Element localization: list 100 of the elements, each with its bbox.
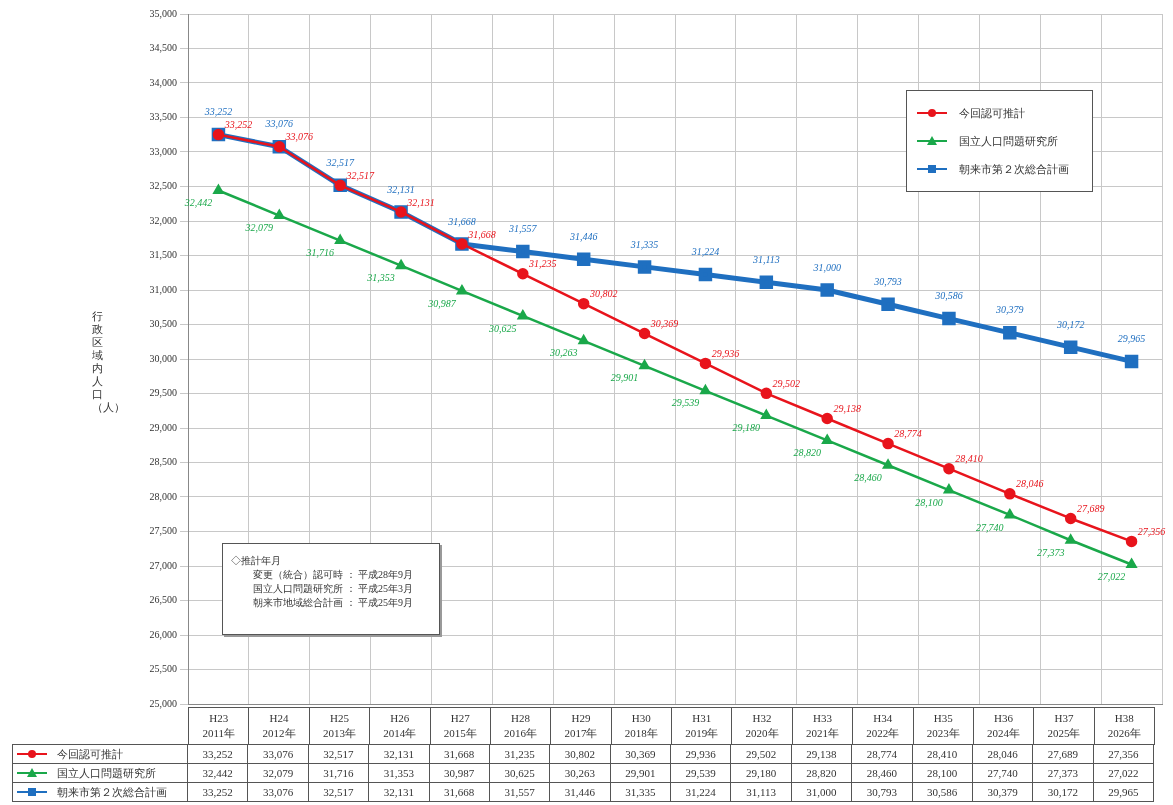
y-tick-label: 27,000 xyxy=(149,559,177,571)
data-label: 27,022 xyxy=(1092,763,1154,783)
text: 29,901 xyxy=(610,372,639,384)
data-label: 30,369 xyxy=(609,744,671,764)
data-label: 30,172 xyxy=(1032,782,1094,802)
text: 32,131 xyxy=(387,183,415,195)
x-tick-label: H32 2020年 xyxy=(731,707,793,745)
text: 27,689 xyxy=(1076,503,1105,515)
data-label: 27,689 xyxy=(1032,744,1094,764)
data-label: 29,965 xyxy=(1092,782,1154,802)
text: 30,379 xyxy=(996,304,1024,316)
legend-label: 国立人口問題研究所 xyxy=(959,133,1058,149)
data-label: 33,252 xyxy=(187,744,249,764)
y-tick-label: 31,000 xyxy=(149,283,177,295)
text: 31,557 xyxy=(509,223,537,235)
annotation: 変更（統合）認可時 ： 平成28年9月 xyxy=(252,568,414,582)
text: 33,252 xyxy=(204,106,233,118)
y-tick-label: 32,000 xyxy=(149,214,177,226)
x-tick-label: H38 2026年 xyxy=(1093,707,1155,745)
y-tick-label: 31,500 xyxy=(149,249,177,261)
text: 28,820 xyxy=(793,447,821,459)
text: 30,263 xyxy=(549,347,578,359)
data-label: 28,410 xyxy=(911,744,973,764)
text: 30,793 xyxy=(874,275,902,287)
data-label: 33,076 xyxy=(247,782,309,802)
y-tick-label: 29,000 xyxy=(149,421,177,433)
text: 33,252 xyxy=(224,119,253,131)
data-label: 30,802 xyxy=(549,744,611,764)
text: 28,774 xyxy=(894,428,922,440)
y-tick-label: 27,500 xyxy=(149,525,177,537)
text: 32,079 xyxy=(245,222,274,234)
x-tick-label: H30 2018年 xyxy=(610,707,672,745)
text: 31,668 xyxy=(468,228,496,240)
text: 32,442 xyxy=(184,197,213,209)
data-label: 31,224 xyxy=(670,782,732,802)
y-axis-title: 行政区域内人口（人） xyxy=(92,310,125,414)
data-label: 28,820 xyxy=(790,763,853,783)
text: 33,076 xyxy=(285,131,314,143)
y-tick-label: 35,000 xyxy=(149,7,177,19)
data-label: 28,046 xyxy=(971,744,1034,764)
data-label: 27,373 xyxy=(1032,763,1094,783)
text: 30,987 xyxy=(428,297,456,309)
data-label: 29,502 xyxy=(730,744,792,764)
x-tick-label: H24 2012年 xyxy=(248,707,310,745)
data-label: 31,716 xyxy=(307,763,370,783)
data-label: 32,442 xyxy=(187,763,249,783)
data-label: 28,774 xyxy=(851,744,913,764)
text: 28,100 xyxy=(915,496,943,508)
text: 28,046 xyxy=(1016,478,1044,490)
x-tick-label: H23 2011年 xyxy=(188,707,250,745)
x-tick-label: H26 2014年 xyxy=(369,707,431,745)
x-tick-label: H28 2016年 xyxy=(489,707,552,745)
data-label: 30,987 xyxy=(428,763,490,783)
data-label: 31,353 xyxy=(368,763,430,783)
data-label: 31,235 xyxy=(488,744,551,764)
text: 31,000 xyxy=(813,261,841,273)
data-label: 28,460 xyxy=(851,763,913,783)
annotation: 国立人口問題研究所 ： 平成25年3月 xyxy=(252,582,414,596)
text: 30,802 xyxy=(589,288,618,300)
text: 31,353 xyxy=(367,272,395,284)
x-tick-label: H35 2023年 xyxy=(912,707,974,745)
data-label: 29,936 xyxy=(670,744,732,764)
text: 29,936 xyxy=(711,348,740,360)
text: 31,235 xyxy=(529,258,557,270)
x-tick-label: H31 2019年 xyxy=(671,707,733,745)
x-tick-label: H37 2025年 xyxy=(1033,707,1095,745)
y-tick-label: 28,500 xyxy=(149,456,177,468)
data-label: 29,901 xyxy=(609,763,671,783)
x-tick-label: H25 2013年 xyxy=(308,707,371,745)
data-label: 33,252 xyxy=(187,782,249,802)
annotation: ◇推計年月 xyxy=(231,554,282,568)
text: 31,224 xyxy=(691,246,720,258)
text: 31,113 xyxy=(752,253,780,265)
text: 国立人口問題研究所 xyxy=(57,766,156,779)
data-label: 32,517 xyxy=(307,744,370,764)
data-label: 31,335 xyxy=(609,782,671,802)
data-label: 29,138 xyxy=(790,744,853,764)
text: 29,138 xyxy=(833,403,861,415)
text: 27,373 xyxy=(1036,546,1065,558)
x-tick-label: H33 2021年 xyxy=(791,707,854,745)
text: 31,716 xyxy=(306,247,334,259)
data-label: 30,263 xyxy=(549,763,611,783)
x-tick-label: H36 2024年 xyxy=(972,707,1035,745)
text: 27,022 xyxy=(1097,571,1126,583)
text: 33,076 xyxy=(265,118,294,130)
text: 29,965 xyxy=(1117,333,1146,345)
data-label: 30,793 xyxy=(851,782,913,802)
text: 29,502 xyxy=(772,377,801,389)
text: 28,460 xyxy=(854,471,882,483)
text: 29,180 xyxy=(732,422,761,434)
data-label: 28,100 xyxy=(911,763,973,783)
text: 30,586 xyxy=(935,290,963,302)
data-label: 31,668 xyxy=(428,744,490,764)
y-tick-label: 29,500 xyxy=(149,387,177,399)
data-label: 31,668 xyxy=(428,782,490,802)
text: 29,539 xyxy=(671,397,700,409)
y-tick-label: 34,500 xyxy=(149,42,177,54)
data-label: 32,131 xyxy=(368,744,430,764)
text: 27,740 xyxy=(976,521,1004,533)
legend-label: 朝来市第２次総合計画 xyxy=(959,161,1069,177)
